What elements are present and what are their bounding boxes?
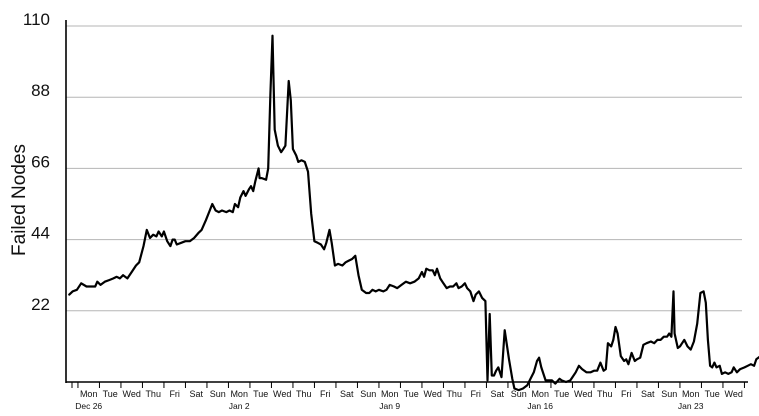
x-tick-label: Sat [340,389,354,399]
x-tick-label: Wed [574,389,592,399]
x-tick-label: Wed [273,389,291,399]
x-tick-label: Wed [123,389,141,399]
x-tick-label: Tue [554,389,569,399]
x-tick-label: Thu [597,389,613,399]
x-axis-date-labels: Dec 26 Jan 2 Jan 9 Jan 16 Jan 23 [75,401,703,411]
x-tick-label: Wed [424,389,442,399]
x-axis-ticks [71,382,745,388]
x-tick-label: Fri [621,389,632,399]
y-tick-label: 66 [31,152,50,171]
x-tick-label: Sun [511,389,527,399]
y-axis-label: Failed Nodes [9,144,30,256]
y-tick-label: 88 [31,81,50,100]
x-tick-label: Mon [80,389,98,399]
x-date-label: Jan 16 [527,401,553,411]
x-tick-label: Thu [145,389,161,399]
x-tick-label: Tue [103,389,118,399]
x-tick-label: Sun [360,389,376,399]
x-tick-label: Tue [404,389,419,399]
x-tick-label: Sun [210,389,226,399]
x-tick-label: Tue [253,389,268,399]
x-tick-label: Wed [725,389,743,399]
x-tick-label: Mon [230,389,248,399]
x-tick-label: Thu [446,389,462,399]
x-date-label: Jan 9 [379,401,400,411]
series-line [68,34,759,392]
x-tick-label: Fri [169,389,180,399]
x-axis-labels: Mon Tue Wed Thu Fri Sat Sun Mon Tue Wed Thu Fri Sat S… [80,389,743,399]
x-tick-label: Fri [320,389,331,399]
x-tick-label: Sun [661,389,677,399]
axes [65,20,748,383]
x-tick-label: Sat [641,389,655,399]
x-date-label: Jan 2 [229,401,250,411]
x-tick-label: Tue [705,389,720,399]
gridlines [66,25,742,312]
x-tick-label: Sat [490,389,504,399]
x-tick-label: Thu [296,389,312,399]
y-tick-label: 22 [31,295,50,314]
x-tick-label: Mon [381,389,399,399]
x-tick-label: Fri [470,389,481,399]
y-tick-label: 110 [23,10,50,29]
x-tick-label: Mon [682,389,700,399]
x-date-label: Jan 23 [678,401,704,411]
x-date-label: Dec 26 [75,401,102,411]
y-axis-ticks: 22 44 66 88 110 [23,10,50,314]
x-tick-label: Sat [189,389,203,399]
x-tick-label: Mon [531,389,549,399]
y-tick-label: 44 [31,224,50,243]
